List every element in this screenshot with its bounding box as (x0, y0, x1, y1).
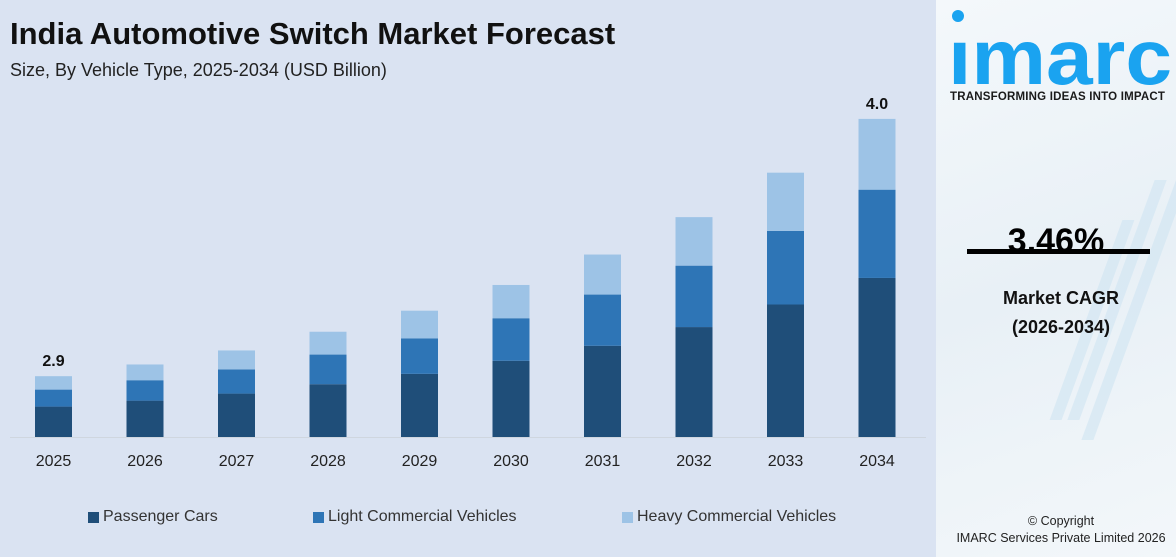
legend-swatch (622, 511, 633, 523)
total-label: 4.0 (866, 96, 888, 113)
imarc-logo: ımarc (948, 10, 1172, 90)
cagr-value: 3.46% (1007, 222, 1105, 260)
bar-segment-2031-2 (584, 254, 621, 295)
bar-segment-2030-1 (492, 318, 530, 361)
legend-label: Heavy Commercial Vehicles (637, 508, 837, 525)
copyright: © Copyright IMARC Services Private Limit… (936, 513, 1176, 547)
bar-segment-2026-1 (126, 380, 164, 401)
x-tick-label: 2033 (768, 453, 804, 470)
legend-label: Light Commercial Vehicles (328, 508, 517, 525)
total-label: 2.9 (42, 353, 64, 370)
x-tick-label: 2028 (310, 453, 346, 470)
bar-segment-2025-0 (35, 406, 72, 437)
chart-panel: India Automotive Switch Market Forecast … (0, 16, 936, 530)
chart-subtitle: Size, By Vehicle Type, 2025-2034 (USD Bi… (10, 60, 387, 80)
copyright-line: IMARC Services Private Limited 2026 (956, 531, 1166, 545)
cagr-label-text: Market CAGR (1002, 288, 1120, 308)
bar-segment-2027-2 (218, 350, 255, 370)
svg-text:ımarc: ımarc (948, 13, 1172, 90)
side-panel: ımarc TRANSFORMING IDEAS INTO IMPACT 3.4… (936, 0, 1176, 557)
legend-item-passenger-cars: Passenger Cars (88, 508, 218, 526)
bar-segment-2032-1 (675, 265, 713, 328)
bar-segment-2027-1 (218, 369, 255, 394)
tagline: TRANSFORMING IDEAS INTO IMPACT (950, 91, 1166, 103)
bar-segment-2029-1 (401, 338, 438, 374)
bar-segment-2025-1 (35, 389, 72, 407)
bar-segment-2033-1 (767, 230, 804, 305)
bar-segment-2031-1 (584, 294, 621, 346)
x-tick-label: 2030 (493, 453, 529, 470)
legend-item-light-commercial-vehicles: Light Commercial Vehicles (313, 508, 517, 526)
bar-segment-2031-0 (584, 345, 621, 437)
copyright-line: © Copyright (1027, 514, 1095, 528)
x-tick-label: 2025 (36, 453, 72, 470)
stacked-bar-chart: 2025 2.9 2026 2027 2028 2029 2030 2031 2032 2033 2… (10, 96, 926, 470)
bar-segment-2034-1 (858, 189, 896, 278)
x-tick-label: 2031 (585, 453, 621, 470)
bar-segment-2032-2 (675, 217, 713, 266)
bar-segment-2034-2 (858, 118, 896, 190)
bar-segment-2028-0 (309, 384, 347, 437)
legend: Passenger Cars Light Commercial Vehicles… (0, 508, 936, 530)
cagr-label: Market CAGR (2026-2034) (936, 284, 1176, 342)
legend-label: Passenger Cars (103, 508, 218, 525)
legend-swatch (88, 511, 99, 523)
legend-swatch (313, 511, 324, 523)
bar-segment-2033-0 (767, 304, 804, 437)
bar-segment-2026-2 (126, 364, 164, 381)
bar-segment-2034-0 (858, 277, 896, 437)
x-tick-label: 2026 (127, 453, 163, 470)
chart-title: India Automotive Switch Market Forecast (10, 16, 616, 51)
bar-segment-2027-0 (218, 393, 255, 437)
divider (967, 249, 1150, 254)
bar-segment-2030-0 (492, 360, 530, 437)
x-tick-label: 2029 (402, 453, 438, 470)
bar-segment-2032-0 (675, 327, 713, 437)
bar-segment-2029-0 (401, 373, 438, 437)
bar-segment-2033-2 (767, 172, 804, 231)
bar-segment-2028-2 (309, 331, 347, 355)
cagr-period: (2026-2034) (1011, 317, 1111, 337)
bar-segment-2026-0 (126, 400, 164, 437)
bar-segment-2030-2 (492, 284, 530, 319)
bar-segment-2025-2 (35, 376, 72, 390)
x-tick-label: 2034 (859, 453, 895, 470)
bar-segment-2029-2 (401, 310, 438, 339)
x-tick-label: 2027 (219, 453, 255, 470)
x-tick-label: 2032 (676, 453, 712, 470)
bar-segment-2028-1 (309, 354, 347, 385)
legend-item-heavy-commercial-vehicles: Heavy Commercial Vehicles (622, 508, 836, 526)
